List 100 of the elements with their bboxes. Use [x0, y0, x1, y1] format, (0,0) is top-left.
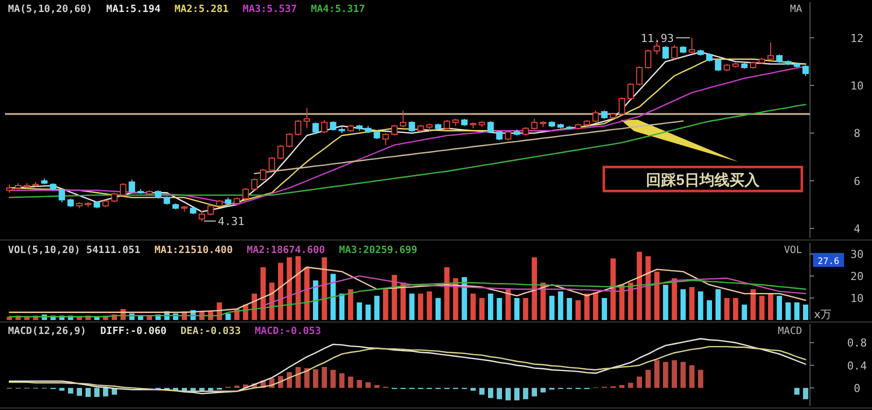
- chart-title: VOL(5,10,20) 54111.051: [8, 245, 140, 256]
- candlestick: [330, 120, 336, 132]
- bar: [532, 388, 537, 396]
- bar: [602, 298, 607, 320]
- text: MA2:5.281: [174, 4, 229, 15]
- bar: [619, 385, 624, 388]
- bar: [506, 289, 511, 320]
- y-tick-label: 0.8: [847, 336, 867, 350]
- candlestick: [504, 130, 512, 141]
- bar: [506, 388, 511, 400]
- bar: [514, 388, 520, 400]
- bar: [479, 388, 484, 395]
- candlestick: [496, 130, 503, 141]
- bar: [488, 388, 494, 398]
- bar: [654, 272, 660, 320]
- candlestick: [260, 168, 266, 182]
- bar: [724, 298, 730, 320]
- candlestick: [58, 188, 66, 203]
- candlestick: [662, 46, 669, 60]
- bar: [356, 302, 362, 320]
- candlestick: [120, 182, 126, 197]
- bar: [260, 267, 266, 320]
- bar: [628, 282, 634, 320]
- candlestick: [251, 178, 258, 191]
- candlestick: [688, 37, 696, 54]
- bar: [663, 284, 668, 320]
- line-series: [8, 266, 806, 313]
- bar: [646, 256, 651, 320]
- bar: [348, 376, 354, 388]
- candlestick: [242, 187, 249, 200]
- bar: [514, 298, 520, 320]
- bar: [383, 289, 388, 320]
- bar: [409, 294, 414, 320]
- bar: [103, 388, 108, 396]
- candlestick: [382, 132, 389, 146]
- bar: [689, 365, 694, 388]
- bar: [689, 287, 694, 320]
- candlestick: [198, 210, 206, 222]
- y-tick-label: 8: [854, 127, 860, 140]
- text: MA3:5.537: [242, 4, 297, 15]
- bar: [226, 313, 231, 320]
- bar: [86, 388, 91, 397]
- y-tick-label: 10: [850, 79, 864, 92]
- bar: [366, 382, 371, 388]
- bar: [278, 262, 284, 320]
- candlestick: [304, 108, 310, 129]
- bar: [706, 300, 712, 320]
- bar: [426, 291, 432, 320]
- line-series: [8, 346, 806, 392]
- bar: [733, 298, 738, 320]
- bar: [776, 296, 782, 320]
- text: DIFF:-0.060: [100, 326, 167, 337]
- bar: [496, 388, 502, 400]
- bar: [576, 300, 581, 320]
- chart-title: MACD(12,26,9): [8, 326, 86, 337]
- candlestick: [487, 120, 494, 134]
- bar: [663, 362, 668, 388]
- candlestick: [618, 96, 626, 116]
- bar: [672, 278, 677, 320]
- bar: [593, 292, 598, 320]
- y-tick-label: 30: [850, 248, 864, 261]
- bar: [680, 362, 686, 388]
- bar: [794, 302, 800, 320]
- candlestick: [400, 110, 406, 128]
- bar: [339, 373, 344, 388]
- bar: [628, 382, 634, 388]
- candlestick: [391, 124, 398, 136]
- candlestick: [671, 44, 678, 60]
- bar: [523, 298, 528, 320]
- bar: [742, 304, 747, 320]
- y-tick-label: 12: [850, 32, 864, 45]
- bar: [768, 294, 774, 320]
- bar: [400, 282, 406, 320]
- bar: [322, 366, 327, 388]
- text: 27.6: [818, 256, 840, 267]
- bar: [803, 304, 808, 320]
- y-tick-label: 10: [850, 292, 864, 305]
- annotation: MACD:-0.053: [254, 326, 321, 337]
- bar: [646, 370, 651, 388]
- candlestick: [644, 49, 652, 70]
- line-series: [262, 275, 806, 306]
- bar: [313, 280, 318, 320]
- bar: [698, 370, 704, 388]
- y-tick-label: 0: [854, 382, 860, 395]
- bar: [759, 296, 764, 320]
- candlestick: [714, 58, 722, 72]
- chart-title: MA(5,10,20,60): [8, 4, 92, 15]
- bar: [750, 289, 756, 320]
- candlestick: [294, 120, 302, 136]
- bar: [794, 388, 800, 395]
- y-tick-label: 4: [854, 222, 861, 236]
- candlestick: [321, 120, 328, 134]
- candlestick: [531, 118, 538, 130]
- candlestick: [277, 144, 284, 160]
- candlestick: [286, 132, 293, 148]
- text: DEA:-0.033: [180, 326, 241, 337]
- candlestick: [111, 192, 118, 203]
- text: MA2:18674.600: [246, 245, 326, 256]
- text: MA1:21510.400: [154, 245, 233, 256]
- y-axis-title: x万: [814, 308, 832, 321]
